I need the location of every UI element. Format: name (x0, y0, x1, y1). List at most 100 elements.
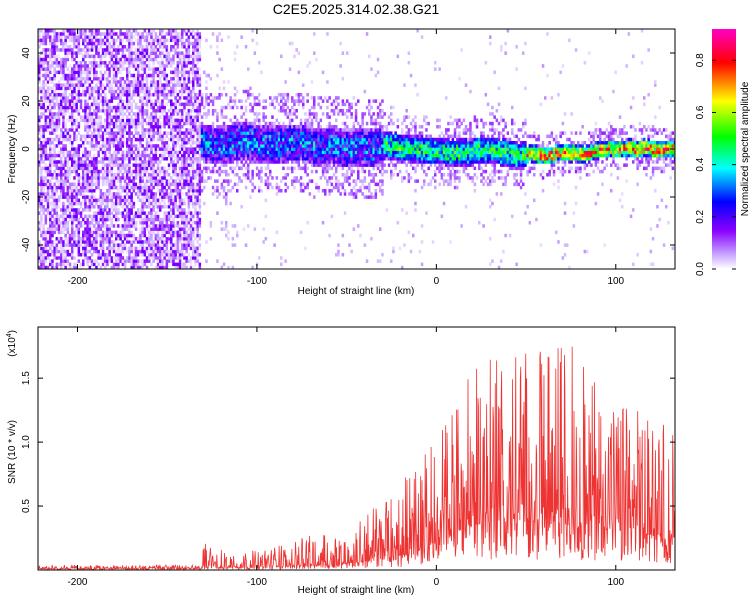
spectrogram-cell (209, 176, 213, 180)
spectrogram-cell (132, 144, 136, 148)
spectrogram-cell (236, 230, 239, 235)
spectrogram-cell (176, 64, 180, 68)
spectrogram-cell (170, 112, 173, 116)
spectrogram-cell (205, 38, 208, 43)
spectrogram-cell (134, 211, 138, 215)
spectrogram-cell (163, 70, 166, 75)
spectrogram-cell (115, 125, 118, 129)
spectrogram-cell (227, 102, 230, 107)
spectrogram-cell (170, 102, 173, 107)
spectrogram-cell (189, 118, 193, 123)
spectrogram-cell (194, 221, 197, 225)
spectrogram-cell (132, 83, 136, 87)
spectrogram-cell (207, 128, 210, 132)
spectrogram-cell (165, 121, 169, 126)
spectrogram-cell (128, 137, 131, 142)
spectrogram-cell (73, 77, 76, 81)
spectrogram-cell (101, 160, 105, 164)
spectrogram-cell (143, 29, 147, 33)
spectrogram-cell (75, 208, 78, 212)
spectrogram-cell (86, 249, 89, 254)
spectrogram-cell (88, 224, 92, 228)
spectrogram-cell (99, 169, 103, 174)
spectrogram-cell (293, 157, 296, 161)
spectrogram-cell (189, 70, 193, 75)
spectrogram-cell (181, 137, 184, 142)
spectrogram-cell (128, 80, 131, 84)
spectrogram-cell (143, 54, 147, 59)
spectrogram-cell (93, 243, 96, 247)
spectrogram-cell (174, 125, 177, 129)
spectrogram-cell (42, 102, 45, 107)
spectrogram-cell (132, 141, 136, 145)
spectrogram-cell (121, 105, 125, 110)
spectrogram-cell (77, 83, 81, 87)
spectrogram-cell (249, 131, 252, 135)
spectrogram-cell (280, 96, 283, 100)
spectrogram-cell (255, 144, 259, 148)
spectrogram-cell (196, 169, 199, 174)
spectrogram-cell (97, 205, 100, 209)
spectrogram-cell (161, 105, 164, 110)
spectrogram-cell (101, 147, 105, 151)
spectrogram-cell (159, 134, 162, 139)
spectrogram-cell (88, 112, 92, 116)
spectrogram-cell (222, 121, 226, 126)
spectrogram-cell (264, 121, 268, 126)
spectrogram-cell (49, 211, 52, 215)
spectrogram-cell (40, 115, 43, 119)
spectrogram-cell (55, 179, 59, 183)
spectrogram-cell (117, 61, 120, 65)
spectrogram-cell (104, 112, 107, 116)
spectrogram-cell (73, 134, 76, 139)
spectrogram-cell (172, 70, 175, 75)
spectrogram-cell (233, 224, 237, 228)
spectrogram-cell (165, 38, 169, 43)
spectrogram-cell (198, 182, 202, 187)
spectrogram-cell (60, 93, 63, 97)
spectrogram-cell (110, 89, 114, 94)
spectrogram-cell (275, 128, 279, 132)
spectrogram-cell (139, 253, 142, 257)
spectrogram-cell (178, 80, 182, 84)
spectrogram-cell (266, 166, 270, 171)
spectrogram-cell (77, 224, 81, 228)
spectrogram-cell (119, 192, 122, 196)
spectrogram-cell (185, 86, 188, 91)
spectrogram-cell (55, 112, 59, 116)
spectrogram-cell (185, 192, 188, 196)
spectrogram-cell (167, 147, 171, 151)
spectrogram-cell (75, 83, 78, 87)
spectrogram-cell (159, 249, 162, 254)
spectrogram-cell (115, 115, 118, 119)
spectrogram-cell (44, 35, 48, 39)
spectrogram-cell (38, 86, 41, 91)
spectrogram-cell (172, 86, 175, 91)
spectrogram-cell (145, 221, 149, 225)
spectrogram-cell (181, 182, 184, 187)
spectrogram-cell (62, 166, 65, 171)
spectrogram-cell (273, 147, 276, 151)
spectrogram-cell (231, 150, 235, 155)
spectrogram-cell (123, 125, 127, 129)
spectrogram-cell (178, 35, 182, 39)
spectrogram-cell (123, 163, 127, 167)
spectrogram-cell (106, 118, 109, 123)
spectrogram-cell (167, 249, 171, 254)
spectrogram-cell (141, 201, 144, 206)
spectrogram-cell (181, 54, 184, 59)
spectrogram-cell (38, 182, 41, 187)
spectrogram-cell (148, 160, 151, 164)
spectrogram-cell (163, 93, 166, 97)
spectrogram-cell (225, 195, 228, 199)
spectrogram-cell (110, 256, 114, 260)
spectrogram-cell (117, 192, 120, 196)
spectrogram-cell (183, 265, 186, 269)
spectrogram-cell (145, 35, 149, 39)
spectrogram-cell (222, 169, 226, 174)
spectrogram-cell (282, 176, 285, 180)
spectrogram-cell (194, 205, 197, 209)
spectrogram-cell (104, 182, 107, 187)
spectrogram-cell (123, 214, 127, 219)
spectrogram-cell (183, 169, 186, 174)
